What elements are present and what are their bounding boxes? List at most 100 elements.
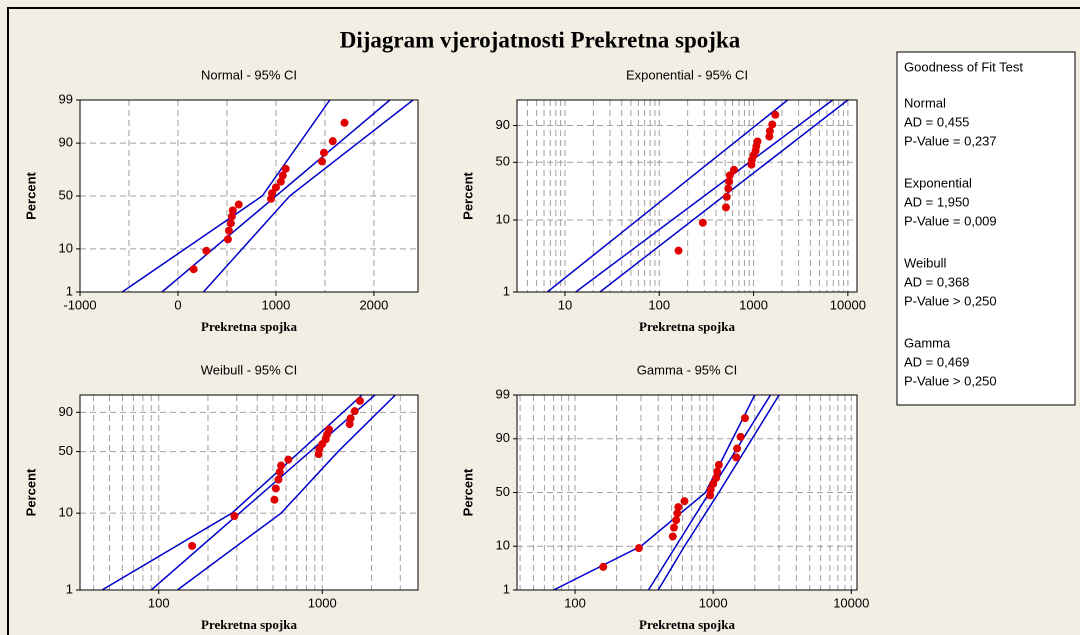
figure-title: Dijagram vjerojatnosti Prekretna spojka [340, 27, 741, 52]
data-point [276, 177, 285, 186]
data-point [355, 396, 364, 405]
plot-border [79, 99, 419, 293]
y-tick-label: 10 [59, 505, 73, 520]
data-point [274, 475, 283, 484]
plot-border [79, 394, 419, 591]
fit-line [657, 395, 780, 590]
fit-line [150, 395, 376, 590]
data-point [753, 137, 762, 146]
data-point [674, 503, 683, 512]
y-tick-label: 50 [59, 187, 73, 202]
data-point [729, 165, 738, 174]
data-point [228, 206, 237, 215]
gof-ad: AD = 0,368 [904, 274, 969, 289]
x-tick-label: 1000 [308, 595, 337, 610]
data-point [319, 148, 328, 157]
gof-ad: AD = 0,469 [904, 354, 969, 369]
y-tick-label: 1 [66, 581, 73, 596]
data-point [224, 226, 233, 235]
data-point [346, 414, 355, 423]
y-axis-label: Percent [460, 468, 475, 516]
data-point [725, 171, 734, 180]
panel-title: Gamma - 95% CI [637, 362, 737, 377]
data-point [271, 183, 280, 192]
data-point [328, 137, 337, 146]
plot-border [516, 99, 858, 293]
data-point [680, 497, 689, 506]
gof-p: P-Value > 0,250 [904, 373, 997, 388]
data-point [765, 127, 774, 136]
x-tick-label: 10 [558, 297, 572, 312]
y-axis-label: Percent [23, 468, 38, 516]
fit-line [101, 395, 363, 590]
x-axis-label: Prekretna spojka [639, 617, 735, 632]
y-tick-label: 50 [59, 443, 73, 458]
y-tick-label: 10 [496, 211, 510, 226]
fit-line [202, 100, 414, 292]
y-tick-label: 99 [496, 386, 510, 401]
plot-border [516, 394, 858, 591]
y-tick-label: 1 [503, 581, 510, 596]
x-tick-label: 2000 [359, 297, 388, 312]
x-tick-label: 10000 [830, 297, 866, 312]
y-tick-label: 50 [496, 154, 510, 169]
plot-area [517, 100, 857, 292]
x-tick-label: 100 [148, 595, 170, 610]
fit-line [121, 100, 331, 292]
data-point [275, 468, 284, 477]
data-point [673, 509, 682, 518]
gof-name: Normal [904, 95, 946, 110]
panel: 10 100 1000 10000 1 10 50 90 Exponential - 95% C… [460, 67, 866, 334]
data-point [740, 414, 749, 423]
data-point [599, 562, 608, 571]
data-point [668, 532, 677, 541]
y-axis-label: Percent [460, 171, 475, 219]
data-point [227, 212, 236, 221]
data-point [736, 432, 745, 441]
gof-box [896, 51, 1076, 406]
x-tick-label: 10000 [833, 595, 869, 610]
gof-name: Weibull [904, 255, 947, 270]
data-point [672, 516, 681, 525]
data-point [669, 523, 678, 532]
fit-line [575, 100, 834, 292]
data-point [733, 444, 742, 453]
data-point [725, 177, 734, 186]
y-tick-label: 90 [496, 430, 510, 445]
y-axis-label: Percent [23, 171, 38, 219]
fit-line [176, 395, 396, 590]
data-point [674, 246, 683, 255]
data-point [188, 541, 197, 550]
panel: 100 1000 1 10 50 90 Weibull - 95% CI Prekretna … [23, 362, 419, 632]
data-point [721, 203, 730, 212]
gof-p: P-Value = 0,009 [904, 213, 997, 228]
y-tick-label: 10 [496, 538, 510, 553]
data-point [698, 218, 707, 227]
data-point [724, 184, 733, 193]
y-tick-label: 1 [503, 283, 510, 298]
data-point [317, 157, 326, 166]
gof-ad: AD = 1,950 [904, 194, 969, 209]
gof-entries: Normal AD = 0,455 P-Value = 0,237 Exponenti… [904, 95, 997, 388]
data-point [350, 407, 359, 416]
x-tick-label: 1000 [739, 297, 768, 312]
data-point [714, 460, 723, 469]
x-tick-label: 1000 [699, 595, 728, 610]
data-point [278, 171, 287, 180]
data-point [340, 118, 349, 127]
y-tick-label: 1 [66, 283, 73, 298]
x-axis-label: Prekretna spojka [639, 319, 735, 334]
data-point [768, 120, 777, 129]
gof-title: Goodness of Fit Test [904, 59, 1023, 74]
gof-p: P-Value > 0,250 [904, 293, 997, 308]
data-point [223, 235, 232, 244]
panel-title: Weibull - 95% CI [201, 362, 298, 377]
x-axis-label: Prekretna spojka [201, 319, 297, 334]
panel-title: Normal - 95% CI [201, 67, 297, 82]
gof-name: Exponential [904, 175, 972, 190]
data-point [234, 200, 243, 209]
y-tick-label: 90 [59, 404, 73, 419]
data-point [634, 544, 643, 553]
data-point [771, 110, 780, 119]
data-point [709, 479, 718, 488]
